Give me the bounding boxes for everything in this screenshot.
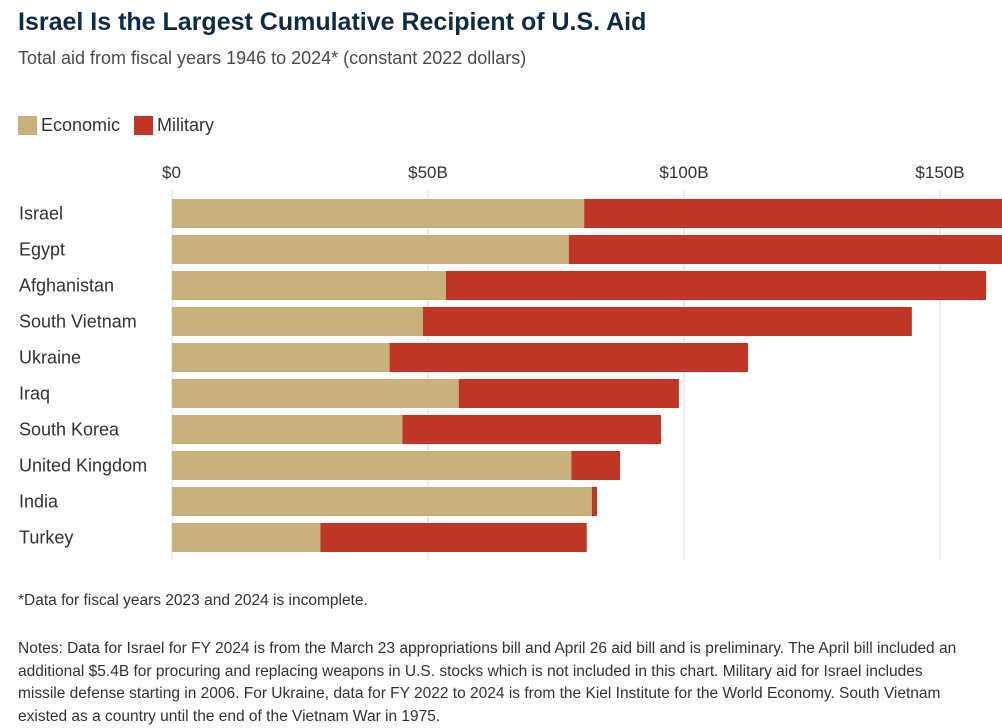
tick-label-0: $0 xyxy=(162,163,181,182)
tick-label-100: $100B xyxy=(659,163,708,182)
tick-label-150: $150B xyxy=(915,163,964,182)
category-label-south-vietnam: South Vietnam xyxy=(19,312,137,332)
footnote: *Data for fiscal years 2023 and 2024 is … xyxy=(18,592,368,609)
legend-label-economic: Economic xyxy=(41,115,121,135)
category-label-south-korea: South Korea xyxy=(19,420,120,440)
bar-economic-india xyxy=(172,487,592,516)
bar-economic-israel xyxy=(172,199,585,228)
bar-economic-turkey xyxy=(172,523,321,552)
bar-economic-iraq xyxy=(172,379,459,408)
bar-economic-afghanistan xyxy=(172,271,446,300)
category-label-united-kingdom: United Kingdom xyxy=(19,456,147,476)
notes: Notes: Data for Israel for FY 2024 is fr… xyxy=(18,640,957,725)
chart-title: Israel Is the Largest Cumulative Recipie… xyxy=(18,8,647,36)
legend-swatch-economic xyxy=(18,116,37,135)
category-label-ukraine: Ukraine xyxy=(19,348,81,368)
bar-military-israel xyxy=(584,199,1002,228)
category-label-india: India xyxy=(19,492,59,512)
category-label-afghanistan: Afghanistan xyxy=(19,276,114,296)
bar-military-united-kingdom xyxy=(571,451,620,480)
bar-chart: $0$50B$100B$150B$200B$250B$300B IsraelEg… xyxy=(19,163,1002,560)
tick-labels: $0$50B$100B$150B$200B$250B$300B xyxy=(162,163,965,182)
bar-military-egypt xyxy=(568,235,1002,264)
category-label-egypt: Egypt xyxy=(19,240,65,260)
legend-label-military: Military xyxy=(157,115,215,135)
legend: Economic Military xyxy=(18,115,228,136)
bar-economic-united-kingdom xyxy=(172,451,572,480)
legend-item-military: Military xyxy=(134,115,214,136)
bar-military-afghanistan xyxy=(445,271,987,300)
tick-label-50: $50B xyxy=(408,163,448,182)
bar-economic-south-vietnam xyxy=(172,307,423,336)
category-label-israel: Israel xyxy=(19,204,63,224)
legend-item-economic: Economic xyxy=(18,115,120,136)
category-labels: Israel Egypt Afghanistan South Vietnam Ukrai… xyxy=(19,204,147,548)
bar-military-south-korea xyxy=(402,415,661,444)
bar-economic-egypt xyxy=(172,235,569,264)
bar-economic-ukraine xyxy=(172,343,390,372)
bar-military-ukraine xyxy=(389,343,748,372)
bar-military-india xyxy=(591,487,597,516)
bars xyxy=(172,199,1002,552)
bar-economic-south-korea xyxy=(172,415,403,444)
category-label-iraq: Iraq xyxy=(19,384,50,404)
bar-military-south-vietnam xyxy=(422,307,912,336)
chart-subtitle: Total aid from fiscal years 1946 to 2024… xyxy=(18,48,527,68)
category-label-turkey: Turkey xyxy=(19,528,73,548)
bar-military-turkey xyxy=(320,523,587,552)
legend-swatch-military xyxy=(134,116,154,135)
bar-military-iraq xyxy=(458,379,679,408)
